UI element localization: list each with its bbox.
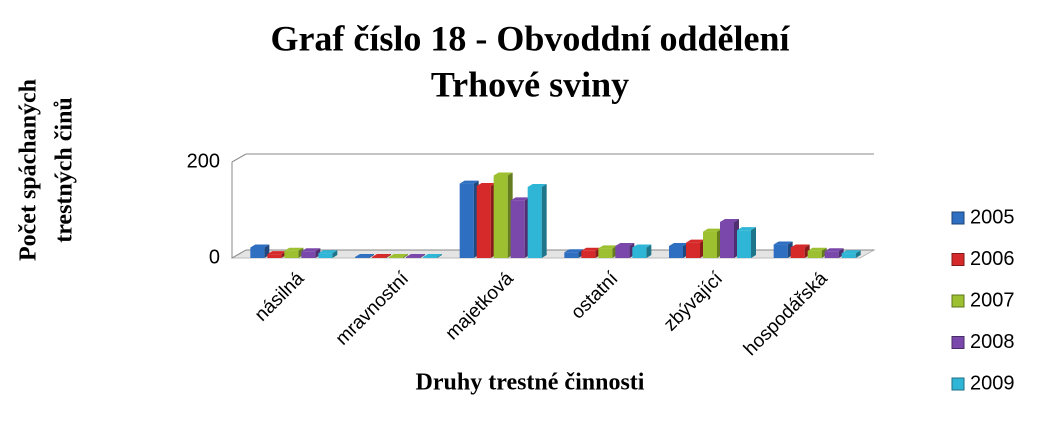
bar-top xyxy=(598,245,618,249)
bar-top xyxy=(406,254,425,258)
x-tick-label: zbývající xyxy=(660,268,728,336)
bar xyxy=(737,230,751,258)
bar xyxy=(686,242,700,258)
legend-label: 2008 xyxy=(970,331,1015,353)
x-axis-title: Druhy trestné činnosti xyxy=(416,370,645,396)
bar xyxy=(423,257,437,258)
x-tick-label: ostatní xyxy=(567,268,623,324)
bar-top xyxy=(527,183,547,187)
bar-top xyxy=(284,247,304,251)
bar xyxy=(790,247,805,258)
bar xyxy=(564,252,579,258)
bar-side xyxy=(437,254,442,258)
bar xyxy=(615,246,630,258)
bar-top xyxy=(355,254,374,258)
bar xyxy=(250,247,265,258)
bar xyxy=(841,253,856,258)
x-tick-label: majetková xyxy=(442,268,518,344)
bar-top xyxy=(807,247,827,251)
grid-line xyxy=(231,153,247,163)
bar-top xyxy=(493,172,513,176)
bar-top xyxy=(615,243,635,246)
bar-top xyxy=(564,249,584,253)
bar-side xyxy=(751,227,756,258)
bar-side xyxy=(855,250,861,258)
bar-top xyxy=(423,254,442,258)
y-axis-title: Počet spáchaných xyxy=(16,79,42,261)
legend-swatch xyxy=(951,377,965,391)
bar xyxy=(669,246,683,258)
bar-top xyxy=(372,254,391,258)
bar xyxy=(355,257,369,258)
bar-top xyxy=(318,250,338,254)
bar-top xyxy=(669,243,688,246)
legend-label: 2006 xyxy=(970,248,1015,270)
bar-side xyxy=(541,183,547,258)
bar-top xyxy=(824,248,844,252)
bar xyxy=(476,186,491,258)
grid-line xyxy=(231,249,247,259)
legend-label: 2005 xyxy=(970,206,1015,228)
bar-top xyxy=(581,247,601,251)
bar xyxy=(284,250,299,258)
bar xyxy=(598,248,613,258)
bar-side xyxy=(369,254,374,258)
bar xyxy=(632,247,647,258)
bar xyxy=(406,257,420,258)
bar-top xyxy=(267,251,287,255)
y-tick-label: 0 xyxy=(209,246,220,268)
bar xyxy=(372,257,386,258)
bar-top xyxy=(632,244,652,248)
bar-top xyxy=(510,197,530,201)
bar xyxy=(318,253,333,258)
bar-top xyxy=(737,227,756,231)
bar xyxy=(720,222,734,258)
bar-top xyxy=(720,219,739,222)
y-axis-title: trestných činů xyxy=(52,97,78,243)
bar xyxy=(824,251,839,258)
bar-top xyxy=(703,228,722,232)
bar xyxy=(510,200,525,258)
legend-swatch xyxy=(951,294,965,308)
bar xyxy=(773,244,788,258)
bar-top xyxy=(301,248,321,252)
bar xyxy=(807,250,822,258)
y-tick-label: 200 xyxy=(187,150,220,172)
bar xyxy=(459,183,474,258)
bar-top xyxy=(686,239,705,243)
x-tick-label: mravnostní xyxy=(332,268,414,350)
legend-swatch xyxy=(951,253,965,266)
chart-subtitle: Trhové sviny xyxy=(431,64,629,104)
bar-top xyxy=(790,244,810,248)
bar-top xyxy=(459,180,479,184)
bar xyxy=(581,250,596,258)
legend-swatch xyxy=(951,336,965,349)
chart-title: Graf číslo 18 - Obvoddní oddělení xyxy=(270,18,790,58)
bar xyxy=(301,251,316,258)
bar-side xyxy=(646,244,652,258)
bar-side xyxy=(332,250,338,258)
x-tick-label: násilná xyxy=(251,268,309,326)
legend-swatch xyxy=(951,211,965,225)
bar xyxy=(703,231,717,258)
x-tick-label: hospodářská xyxy=(740,268,832,360)
legend-label: 2007 xyxy=(970,289,1015,311)
bar-side xyxy=(403,254,408,258)
bar-top xyxy=(476,183,496,186)
bar xyxy=(493,175,508,258)
bar-top xyxy=(389,254,408,258)
bar-top xyxy=(250,244,270,248)
bar xyxy=(527,186,542,258)
legend-label: 2009 xyxy=(970,372,1015,394)
bar-side xyxy=(420,254,425,258)
bar-top xyxy=(773,241,793,245)
bar xyxy=(389,257,403,258)
bar xyxy=(267,254,282,258)
bar-side xyxy=(386,254,391,258)
bar-top xyxy=(841,250,861,254)
